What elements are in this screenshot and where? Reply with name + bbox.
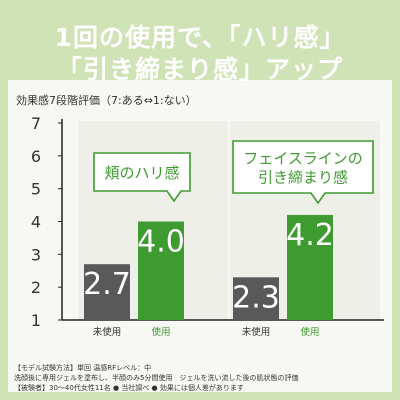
group-label-2: フェイスラインの引き締まり感 <box>243 150 363 187</box>
bar-value-2-unused: 2.3 <box>232 280 280 315</box>
y-tick-label-4: 4 <box>31 213 41 232</box>
footnote-method: 【モデル試験方法】単回 温感RFレベル：中 <box>14 364 152 372</box>
group-label-1-line-1: 頬のハリ感 <box>104 164 179 182</box>
bar-value-1-used: 4.0 <box>137 225 185 260</box>
chart-subtitle: 効果感7段階評価（7:ある⇔1:ない） <box>16 94 197 107</box>
bar-2-used <box>287 214 333 320</box>
title-band <box>8 8 392 80</box>
bar-1-used <box>138 221 184 320</box>
category-label-1-unused: 未使用 <box>93 326 122 338</box>
y-tick-label-2: 2 <box>31 278 41 297</box>
bar-chart: 1 2 3 4 5 6 7 2.7 未使用 4.0 使用 2.3 未使用 4.2 使用 頬のハリ感 フェイスライ… <box>31 114 384 338</box>
y-tick-label-1: 1 <box>31 311 41 330</box>
y-tick-label-5: 5 <box>31 180 41 199</box>
bar-value-1-unused: 2.7 <box>83 267 131 302</box>
y-tick-label-7: 7 <box>31 114 41 133</box>
group-label-2-line-1: フェイスラインの <box>243 150 363 168</box>
bar-1-unused <box>84 264 130 320</box>
footnote-subjects: 【被験者】30〜40代女性11名 ● 当社調べ ● 効果には個人差があります <box>14 384 244 392</box>
y-tick-label-6: 6 <box>31 147 41 166</box>
footnotes: 【モデル試験方法】単回 温感RFレベル：中 洗顔後に専用ジェルを塗布し、半顔のみ… <box>14 363 394 393</box>
bar-value-2-used: 4.2 <box>286 218 334 253</box>
headline-line-1: 1回の使用で、「ハリ感」 <box>54 23 346 52</box>
callout-box-2 <box>232 140 374 205</box>
callout-box-1 <box>93 152 191 203</box>
bar-2-unused <box>233 277 279 320</box>
y-tick-label-3: 3 <box>31 245 41 264</box>
ad-panel: 1回の使用で、「ハリ感」 「引き締まり感」アップ 効果感7段階評価（7:ある⇔1… <box>8 8 392 392</box>
headline-line-2: 「引き締まり感」アップ <box>56 55 343 84</box>
group-label-1: 頬のハリ感 <box>104 164 179 182</box>
group-label-2-line-2: 引き締まり感 <box>258 169 348 187</box>
footnote-procedure: 洗顔後に専用ジェルを塗布し、半顔のみ5分間使用 ジェルを洗い流した後の肌状態の評… <box>14 374 299 382</box>
category-label-1-used: 使用 <box>151 326 170 338</box>
category-label-2-unused: 未使用 <box>242 326 271 338</box>
category-label-2-used: 使用 <box>300 326 319 338</box>
